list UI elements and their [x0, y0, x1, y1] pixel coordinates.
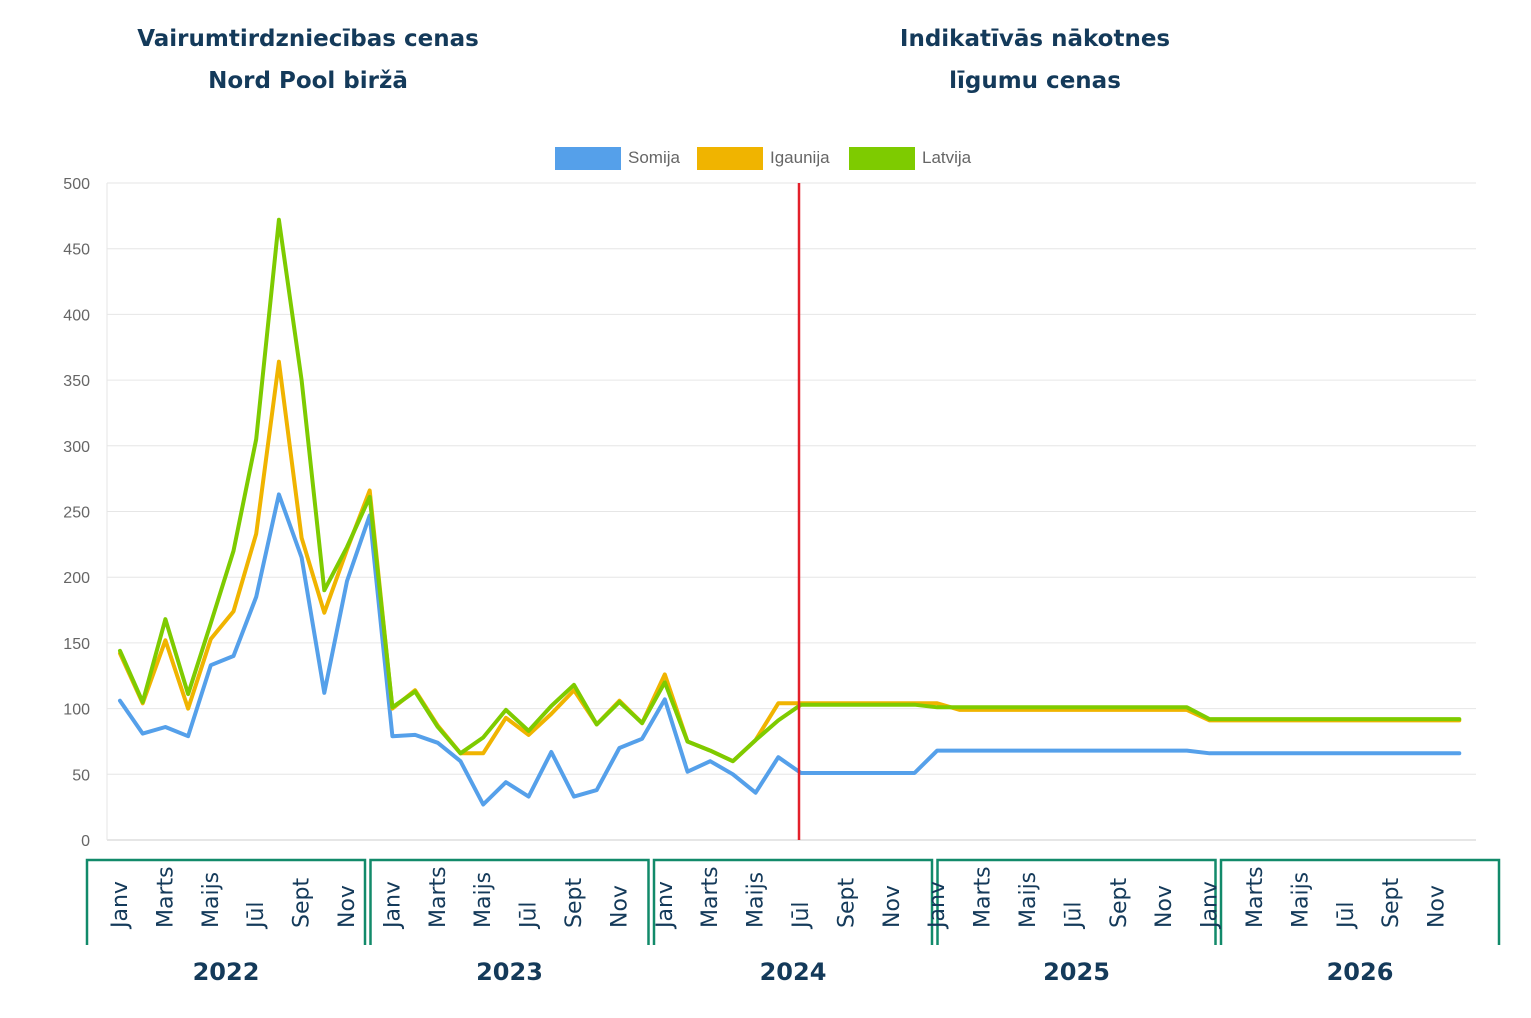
- month-label: Maijs: [471, 872, 496, 928]
- year-label: 2026: [1327, 958, 1394, 986]
- legend-swatch: [697, 147, 763, 170]
- legend-label: Igaunija: [770, 148, 830, 167]
- month-label: Marts: [971, 866, 996, 928]
- year-label: 2022: [193, 958, 260, 986]
- month-label: Janv: [108, 881, 133, 930]
- month-label: Jūl: [244, 901, 269, 930]
- year-group-2026: Janv Marts Maijs Jūl Sept Nov 2026: [1198, 858, 1501, 986]
- month-label: Jūl: [517, 901, 542, 930]
- legend-label: Latvija: [922, 148, 972, 167]
- month-label: Sept: [290, 878, 315, 928]
- y-tick-label: 0: [81, 833, 90, 850]
- year-label: 2023: [476, 958, 543, 986]
- month-label: Marts: [153, 866, 178, 928]
- y-tick-label: 400: [63, 307, 90, 324]
- month-label: Janv: [380, 881, 405, 930]
- month-label: Nov: [607, 885, 632, 928]
- year-group-2023: Janv Marts Maijs Jūl Sept Nov 2023: [369, 858, 650, 986]
- heading-line: Vairumtirdzniecības cenas: [137, 26, 479, 52]
- month-label: Marts: [1243, 866, 1268, 928]
- heading-line: līgumu cenas: [949, 68, 1121, 94]
- month-label: Nov: [1425, 885, 1450, 928]
- year-bracket: [652, 858, 934, 945]
- year-bracket: [85, 858, 367, 945]
- month-label: Maijs: [744, 872, 769, 928]
- legend-swatch: [849, 147, 915, 170]
- y-tick-label: 300: [63, 439, 90, 456]
- y-tick-label: 450: [63, 242, 90, 259]
- series-line-latvija: [118, 217, 1462, 764]
- month-label: Sept: [1379, 878, 1404, 928]
- month-label: Janv: [1198, 881, 1223, 930]
- month-label: Maijs: [199, 872, 224, 928]
- month-label: Marts: [426, 866, 451, 928]
- month-label: Janv: [653, 881, 678, 930]
- y-tick-label: 500: [63, 176, 90, 193]
- year-label: 2024: [760, 958, 827, 986]
- year-group-2022: Janv Marts Maijs Jūl Sept Nov 2022: [85, 858, 367, 986]
- legend-item-igaunija: Igaunija: [697, 147, 830, 170]
- y-tick-label: 50: [72, 767, 90, 784]
- month-label: Sept: [834, 878, 859, 928]
- year-label: 2025: [1043, 958, 1110, 986]
- y-tick-label: 350: [63, 373, 90, 390]
- y-tick-label: 100: [63, 702, 90, 719]
- month-label: Marts: [698, 866, 723, 928]
- year-bracket: [1219, 858, 1501, 945]
- month-label: Jūl: [789, 901, 814, 930]
- y-tick-label: 200: [63, 570, 90, 587]
- month-label: Nov: [335, 885, 360, 928]
- heading-wholesale-prices: Vairumtirdzniecības cenas Nord Pool birž…: [108, 18, 508, 102]
- legend-swatch: [555, 147, 621, 170]
- year-bracket: [936, 858, 1217, 945]
- year-bracket: [369, 858, 650, 945]
- year-group-2024: Janv Marts Maijs Jūl Sept Nov 2024: [652, 858, 934, 986]
- month-label: Nov: [880, 885, 905, 928]
- year-group-2025: Janv Marts Maijs Jūl Sept Nov 2025: [925, 858, 1217, 986]
- month-label: Maijs: [1288, 872, 1313, 928]
- month-label: Jūl: [1061, 901, 1086, 930]
- month-label: Nov: [1152, 885, 1177, 928]
- month-label: Maijs: [1016, 872, 1041, 928]
- month-label: Janv: [925, 881, 950, 930]
- month-label: Sept: [562, 878, 587, 928]
- y-tick-label: 250: [63, 505, 90, 522]
- y-tick-label: 150: [63, 636, 90, 653]
- month-label: Jūl: [1334, 901, 1359, 930]
- heading-futures-prices: Indikatīvās nākotnes līgumu cenas: [835, 18, 1235, 102]
- heading-line: Nord Pool biržā: [208, 68, 408, 94]
- legend-item-somija: Somija: [555, 147, 681, 170]
- legend-label: Somija: [628, 148, 681, 167]
- series-line-somija: [118, 492, 1462, 807]
- legend-item-latvija: Latvija: [849, 147, 972, 170]
- heading-line: Indikatīvās nākotnes: [899, 26, 1171, 52]
- month-label: Sept: [1107, 878, 1132, 928]
